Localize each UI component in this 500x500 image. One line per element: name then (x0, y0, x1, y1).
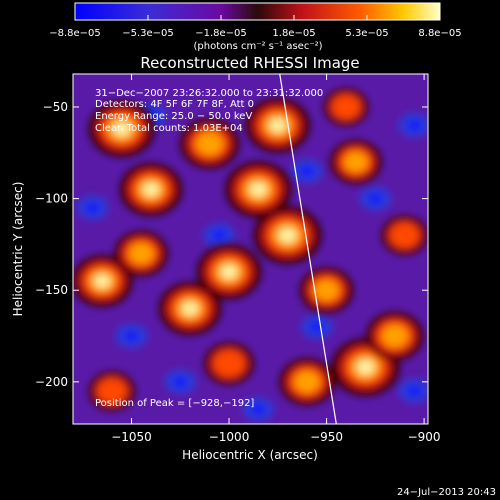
low-intensity-core (85, 202, 100, 213)
colorbar-tick-label: 1.8e−05 (272, 28, 315, 39)
low-intensity-core (368, 193, 383, 204)
emission-blob (196, 132, 223, 155)
low-intensity-core (407, 386, 422, 397)
plot-area (73, 74, 428, 424)
emission-blob (213, 350, 245, 377)
colorbar-tick-label: 5.3e−05 (345, 28, 388, 39)
y-axis-ticks: −50 −100 −150 −200 (35, 100, 428, 389)
emission-blob (249, 182, 267, 197)
emission-blob (344, 152, 368, 172)
colorbar-ticks: −8.8e−05 −5.3e−05 −1.8e−05 1.8e−05 5.3e−05 8.… (49, 15, 462, 39)
chart-title: Reconstructed RHESSI Image (140, 54, 359, 72)
low-intensity-core (407, 120, 422, 131)
emission-blob (382, 325, 408, 347)
emission-blob (94, 274, 111, 288)
colorbar-tick-label: −1.8e−05 (195, 28, 247, 39)
emission-blob (390, 223, 419, 248)
emission-blob (356, 359, 375, 375)
colorbar-tick-label: −5.3e−05 (122, 28, 174, 39)
plot-frame (72, 73, 429, 425)
emission-blob (314, 280, 339, 301)
emission-blob (220, 264, 238, 280)
y-tick-label: −200 (35, 375, 68, 389)
emission-blob (294, 371, 320, 393)
x-axis-label: Heliocentric X (arcsec) (182, 448, 318, 462)
low-intensity-core (251, 404, 266, 415)
emission-blob (97, 378, 127, 404)
info-clean-counts: Clean Total counts: 1.03E+04 (95, 123, 243, 134)
colorbar-tick-label: −8.8e−05 (49, 28, 101, 39)
x-tick-label: −900 (408, 430, 441, 444)
colorbar-tick-label: 8.8e−05 (418, 28, 461, 39)
y-axis-label: Heliocentric Y (arcsec) (11, 182, 25, 317)
colorbar: −8.8e−05 −5.3e−05 −1.8e−05 1.8e−05 5.3e−05 8.… (49, 2, 462, 52)
low-intensity-core (300, 166, 315, 177)
emission-blob (269, 118, 287, 133)
emission-blob (142, 182, 160, 197)
low-intensity-core (173, 376, 188, 387)
emission-regions (73, 88, 428, 411)
solar-limb-line (279, 74, 337, 424)
colorbar-unit-label: (photons cm⁻² s⁻¹ asec⁻²) (193, 41, 322, 52)
x-tick-label: −950 (310, 430, 343, 444)
render-timestamp: 24−Jul−2013 20:43 (397, 487, 496, 498)
emission-blob (181, 301, 199, 316)
low-intensity-core (124, 331, 139, 342)
colorbar-gradient (74, 2, 441, 21)
y-tick-label: −150 (35, 283, 68, 297)
info-detectors: Detectors: 4F 5F 6F 7F 8F, Att 0 (95, 99, 254, 110)
emission-blob (129, 243, 154, 264)
peak-position-label: Position of Peak = [−928,−192] (95, 398, 254, 409)
info-energy-range: Energy Range: 25.0 − 50.0 keV (95, 111, 252, 122)
x-tick-label: −1050 (111, 430, 152, 444)
image-info: 31−Dec−2007 23:26:32.000 to 23:31:32.000… (95, 88, 323, 409)
y-tick-label: −50 (43, 100, 68, 114)
x-tick-label: −1000 (209, 430, 250, 444)
emission-blob (332, 95, 360, 119)
emission-blob (278, 227, 297, 243)
emission-blob (113, 121, 131, 137)
info-time-range: 31−Dec−2007 23:26:32.000 to 23:31:32.000 (95, 88, 323, 99)
low-intensity-core (212, 230, 227, 241)
x-axis-ticks: −1050 −1000 −950 −900 (111, 74, 441, 444)
y-tick-label: −100 (35, 192, 68, 206)
